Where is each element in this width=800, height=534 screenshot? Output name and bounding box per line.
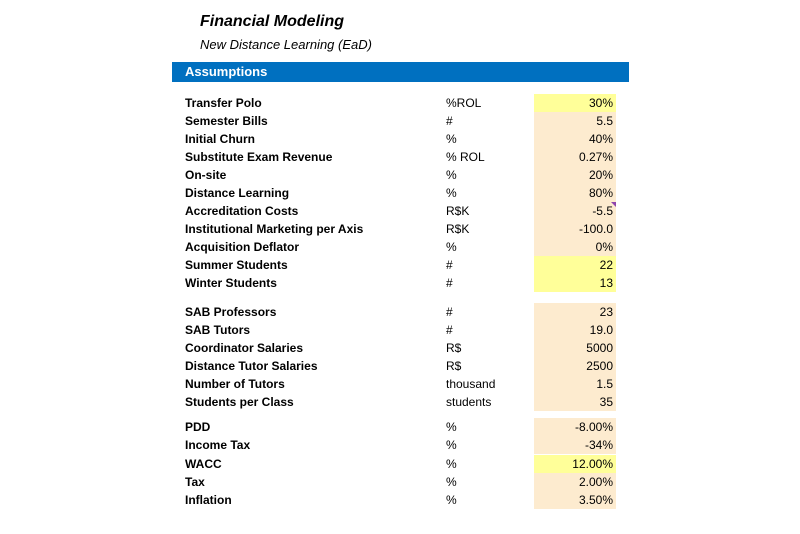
- table-row: PDD % -8.00%: [0, 418, 800, 436]
- table-row: SAB Professors # 23: [0, 303, 800, 321]
- row-unit: %: [446, 457, 457, 471]
- row-value-cell[interactable]: 23: [534, 303, 616, 321]
- row-unit: R$: [446, 341, 462, 355]
- row-value-cell[interactable]: 5.5: [534, 112, 616, 130]
- table-row: Transfer Polo %ROL 30%: [0, 94, 800, 112]
- row-unit: %: [446, 438, 457, 452]
- row-unit: % ROL: [446, 150, 485, 164]
- table-row: Winter Students # 13: [0, 274, 800, 292]
- table-row: Students per Class students 35: [0, 393, 800, 411]
- table-row: Initial Churn % 40%: [0, 130, 800, 148]
- row-label: SAB Tutors: [185, 323, 251, 337]
- table-row: Tax % 2.00%: [0, 473, 800, 491]
- row-unit: #: [446, 258, 453, 272]
- row-value-cell[interactable]: 0.27%: [534, 148, 616, 166]
- row-value-cell[interactable]: 40%: [534, 130, 616, 148]
- row-unit: students: [446, 395, 492, 409]
- row-label: PDD: [185, 420, 211, 434]
- row-value-cell[interactable]: 35: [534, 393, 616, 411]
- table-row: Accreditation Costs R$K -5.5: [0, 202, 800, 220]
- row-value-cell[interactable]: 0%: [534, 238, 616, 256]
- row-unit: R$: [446, 359, 462, 373]
- row-value-cell[interactable]: 5000: [534, 339, 616, 357]
- row-value-cell[interactable]: 20%: [534, 166, 616, 184]
- row-unit: %ROL: [446, 96, 482, 110]
- row-value-cell[interactable]: 2500: [534, 357, 616, 375]
- table-row: On-site % 20%: [0, 166, 800, 184]
- row-label: Distance Learning: [185, 186, 290, 200]
- row-label: Accreditation Costs: [185, 204, 299, 218]
- table-row: SAB Tutors # 19.0: [0, 321, 800, 339]
- row-label: Institutional Marketing per Axis: [185, 222, 364, 236]
- row-value-text: -5.5: [592, 204, 613, 218]
- table-row: Coordinator Salaries R$ 5000: [0, 339, 800, 357]
- row-unit: thousand: [446, 377, 496, 391]
- row-label: WACC: [185, 457, 222, 471]
- row-label: Acquisition Deflator: [185, 240, 300, 254]
- row-unit: #: [446, 305, 453, 319]
- row-value-cell[interactable]: -8.00%: [534, 418, 616, 436]
- row-unit: %: [446, 168, 457, 182]
- row-label: Distance Tutor Salaries: [185, 359, 318, 373]
- sheet-subtitle: New Distance Learning (EaD): [200, 37, 372, 52]
- row-unit: R$K: [446, 222, 470, 236]
- row-label: SAB Professors: [185, 305, 277, 319]
- row-value-cell[interactable]: 22: [534, 256, 616, 274]
- table-row: Income Tax % -34%: [0, 436, 800, 454]
- table-row: Inflation % 3.50%: [0, 491, 800, 509]
- row-unit: %: [446, 240, 457, 254]
- row-value-cell[interactable]: -100.0: [534, 220, 616, 238]
- row-value-cell[interactable]: 1.5: [534, 375, 616, 393]
- row-unit: #: [446, 276, 453, 290]
- row-label: Coordinator Salaries: [185, 341, 304, 355]
- row-value-cell[interactable]: 2.00%: [534, 473, 616, 491]
- row-value-cell[interactable]: 30%: [534, 94, 616, 112]
- row-value-cell[interactable]: 19.0: [534, 321, 616, 339]
- sheet-title: Financial Modeling: [200, 13, 345, 30]
- row-unit: %: [446, 420, 457, 434]
- row-label: Tax: [185, 475, 205, 489]
- row-value-cell[interactable]: 3.50%: [534, 491, 616, 509]
- table-row: Distance Learning % 80%: [0, 184, 800, 202]
- table-row: Summer Students # 22: [0, 256, 800, 274]
- row-label: Number of Tutors: [185, 377, 285, 391]
- row-label: Inflation: [185, 493, 232, 507]
- row-label: Income Tax: [185, 438, 251, 452]
- row-label: Winter Students: [185, 276, 277, 290]
- table-row: Acquisition Deflator % 0%: [0, 238, 800, 256]
- table-row: Number of Tutors thousand 1.5: [0, 375, 800, 393]
- comment-indicator-icon[interactable]: [611, 202, 616, 207]
- row-unit: R$K: [446, 204, 470, 218]
- section-header-assumptions: Assumptions: [172, 62, 629, 82]
- table-row: WACC % 12.00%: [0, 455, 800, 473]
- row-value-cell[interactable]: -34%: [534, 436, 616, 454]
- row-label: Transfer Polo: [185, 96, 262, 110]
- row-unit: #: [446, 323, 453, 337]
- row-label: On-site: [185, 168, 227, 182]
- table-row: Semester Bills # 5.5: [0, 112, 800, 130]
- row-label: Substitute Exam Revenue: [185, 150, 333, 164]
- table-row: Institutional Marketing per Axis R$K -10…: [0, 220, 800, 238]
- row-value-cell[interactable]: 12.00%: [534, 455, 616, 473]
- row-label: Students per Class: [185, 395, 294, 409]
- row-label: Semester Bills: [185, 114, 268, 128]
- row-unit: %: [446, 186, 457, 200]
- row-unit: %: [446, 132, 457, 146]
- row-value-cell[interactable]: 13: [534, 274, 616, 292]
- table-row: Substitute Exam Revenue % ROL 0.27%: [0, 148, 800, 166]
- row-label: Initial Churn: [185, 132, 255, 146]
- table-row: Distance Tutor Salaries R$ 2500: [0, 357, 800, 375]
- row-value-cell[interactable]: 80%: [534, 184, 616, 202]
- row-unit: %: [446, 475, 457, 489]
- row-unit: %: [446, 493, 457, 507]
- row-label: Summer Students: [185, 258, 288, 272]
- row-value-cell[interactable]: -5.5: [534, 202, 616, 220]
- row-unit: #: [446, 114, 453, 128]
